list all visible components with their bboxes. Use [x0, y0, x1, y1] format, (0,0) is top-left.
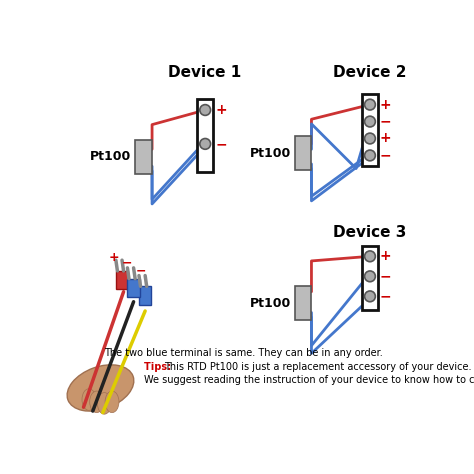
Ellipse shape: [82, 389, 96, 410]
Text: +: +: [215, 103, 227, 117]
Bar: [128, 279, 140, 297]
Circle shape: [365, 116, 375, 127]
Bar: [362, 246, 378, 310]
Text: −: −: [122, 257, 133, 270]
Bar: [294, 136, 311, 170]
Text: +: +: [380, 131, 392, 146]
Circle shape: [365, 291, 375, 302]
Text: This RTD Pt100 is just a replacement accessory of your device.: This RTD Pt100 is just a replacement acc…: [164, 362, 472, 372]
Circle shape: [200, 138, 210, 149]
Text: Device 1: Device 1: [168, 64, 241, 80]
Bar: [362, 94, 378, 166]
Circle shape: [365, 271, 375, 282]
Bar: [139, 286, 151, 305]
Text: −: −: [380, 148, 392, 163]
Text: Device 2: Device 2: [333, 64, 407, 80]
Circle shape: [365, 150, 375, 161]
Text: We suggest reading the instruction of your device to know how to connect.: We suggest reading the instruction of yo…: [144, 375, 474, 385]
Text: Pt100: Pt100: [90, 150, 131, 164]
Circle shape: [365, 133, 375, 144]
Text: +: +: [380, 98, 392, 111]
Circle shape: [365, 99, 375, 110]
Text: Pt100: Pt100: [249, 146, 291, 160]
Circle shape: [365, 251, 375, 262]
Text: −: −: [380, 115, 392, 128]
Circle shape: [200, 105, 210, 115]
Text: −: −: [380, 289, 392, 303]
Text: Device 3: Device 3: [333, 225, 407, 240]
Ellipse shape: [67, 365, 134, 411]
Text: −: −: [135, 264, 146, 277]
Ellipse shape: [105, 391, 119, 413]
Bar: [294, 286, 311, 320]
Text: −: −: [215, 137, 227, 151]
Text: +: +: [109, 251, 119, 264]
Text: The two blue terminal is same. They can be in any order.: The two blue terminal is same. They can …: [103, 348, 383, 358]
Text: Tips:: Tips:: [144, 362, 174, 372]
Ellipse shape: [97, 392, 111, 414]
Text: +: +: [380, 249, 392, 264]
Bar: [116, 271, 128, 290]
Text: Pt100: Pt100: [249, 297, 291, 310]
Bar: [135, 140, 152, 174]
Text: −: −: [380, 269, 392, 283]
Bar: [198, 99, 213, 172]
Ellipse shape: [90, 391, 103, 413]
